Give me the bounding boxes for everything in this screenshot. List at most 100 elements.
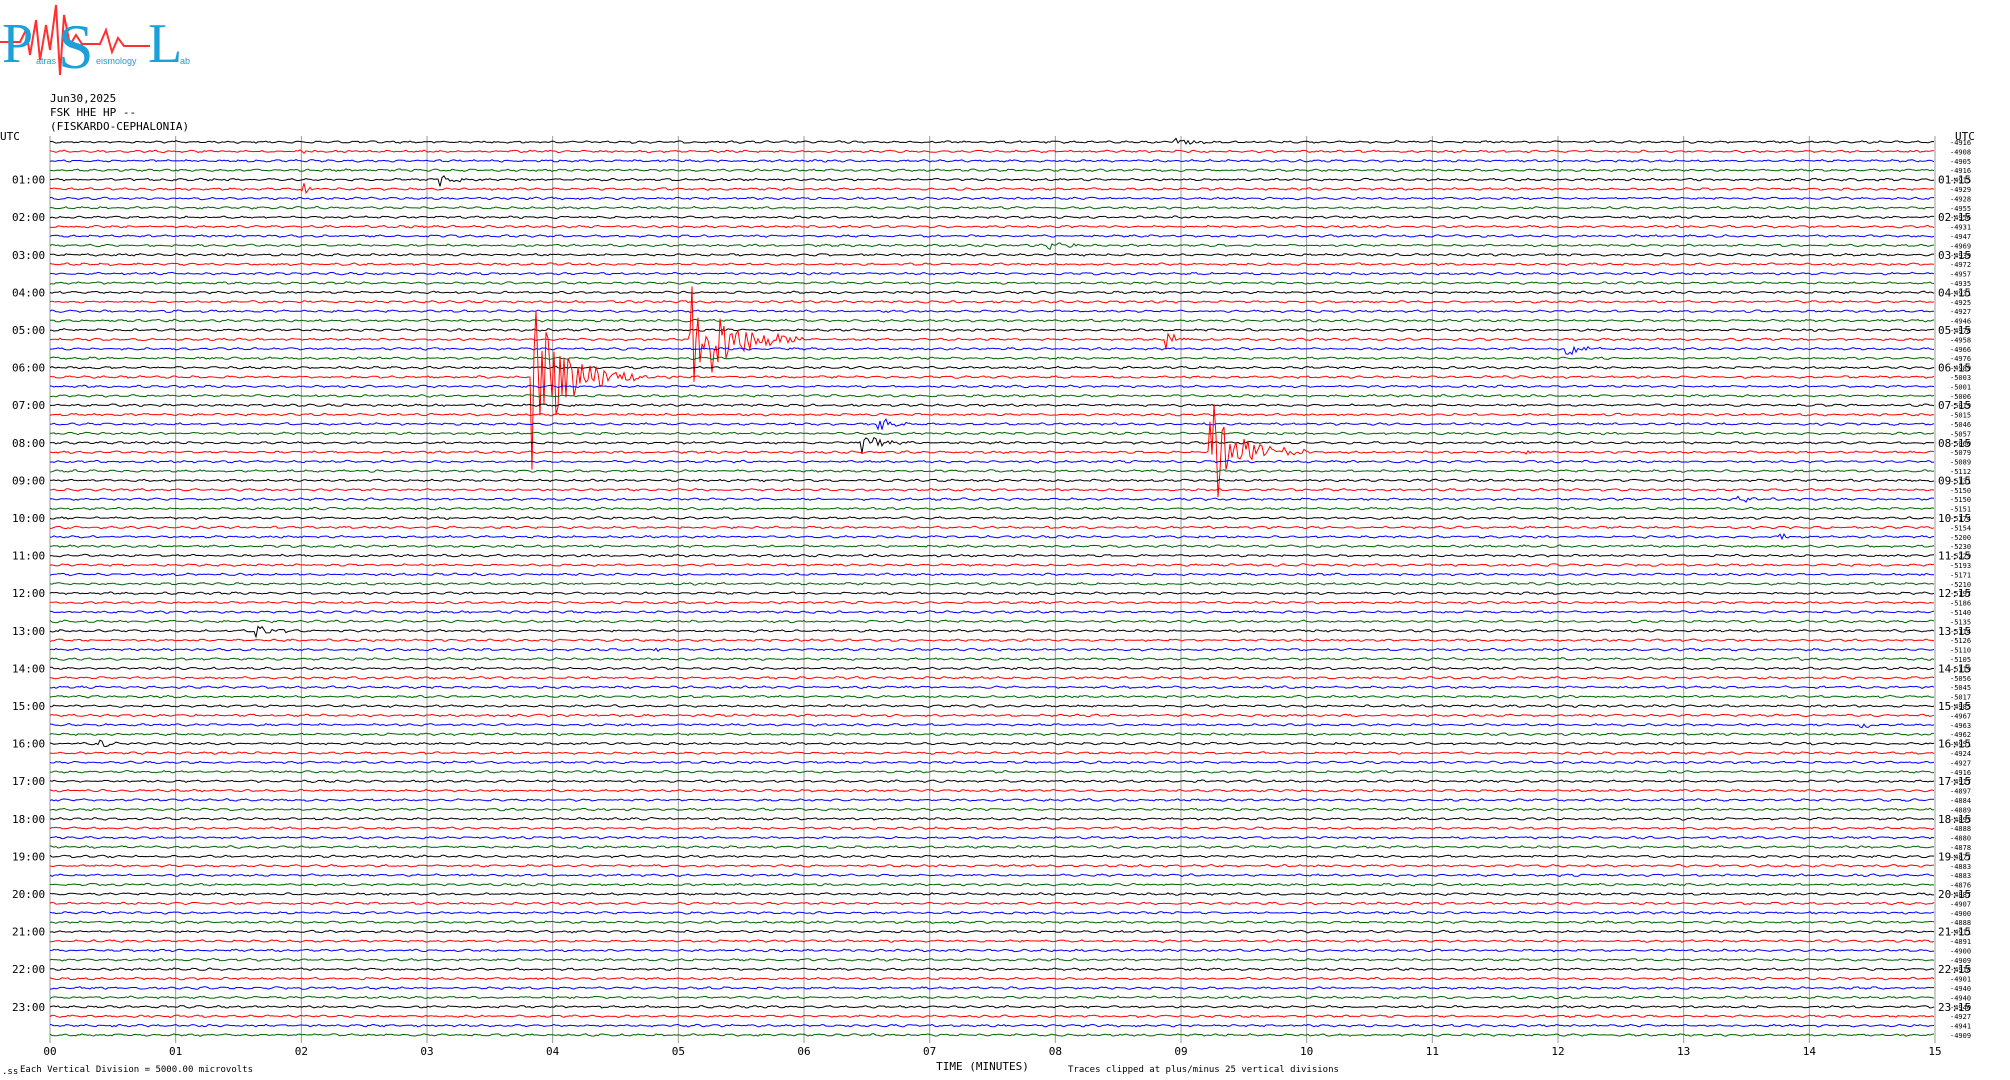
trace-offset-label: -4962 bbox=[1950, 731, 1971, 739]
trace-line bbox=[49, 262, 1935, 267]
right-hour-label: 09:15 bbox=[1938, 474, 1971, 487]
trace-line bbox=[49, 591, 1935, 596]
trace-offset-label: -4908 bbox=[1950, 148, 1971, 156]
trace-offset-label: -4891 bbox=[1950, 938, 1971, 946]
trace-offset-label: -4909 bbox=[1950, 957, 1971, 965]
trace-offset-label: -4940 bbox=[1950, 985, 1971, 993]
trace-line bbox=[49, 807, 1934, 812]
trace-offset-label: -4925 bbox=[1950, 299, 1971, 307]
trace-line bbox=[49, 469, 1935, 473]
trace-line bbox=[49, 553, 1935, 558]
right-hour-label: 14:15 bbox=[1938, 662, 1971, 675]
trace-offset-label: -4878 bbox=[1950, 844, 1971, 852]
trace-line bbox=[49, 310, 1935, 470]
trace-offset-label: -4888 bbox=[1950, 919, 1971, 927]
trace-offset-label: -5105 bbox=[1950, 656, 1971, 664]
trace-line bbox=[49, 234, 1935, 238]
right-hour-label: 11:15 bbox=[1938, 550, 1971, 563]
trace-offset-label: -4883 bbox=[1950, 863, 1971, 871]
trace-line bbox=[49, 309, 1934, 314]
trace-offset-label: -4939 bbox=[1950, 252, 1971, 260]
trace-offset-label: -4972 bbox=[1950, 261, 1971, 269]
trace-offset-label: -4940 bbox=[1950, 994, 1971, 1002]
x-tick-label: 14 bbox=[1803, 1045, 1817, 1058]
trace-offset-label: -4985 bbox=[1950, 703, 1971, 711]
x-tick-label: 15 bbox=[1928, 1045, 1941, 1058]
right-hour-label: 05:15 bbox=[1938, 324, 1971, 337]
header-channel: FSK HHE HP -- bbox=[50, 106, 137, 119]
left-hour-label: 20:00 bbox=[12, 888, 45, 901]
trace-line bbox=[49, 299, 1935, 304]
x-tick-label: 06 bbox=[797, 1045, 810, 1058]
trace-offset-label: -4941 bbox=[1950, 1023, 1971, 1031]
trace-line bbox=[49, 694, 1935, 699]
trace-line bbox=[49, 478, 1935, 483]
trace-line bbox=[49, 196, 1934, 201]
x-tick-label: 04 bbox=[546, 1045, 560, 1058]
trace-offset-label: -4883 bbox=[1950, 872, 1971, 880]
trace-offset-label: -5140 bbox=[1950, 609, 1971, 617]
trace-line bbox=[49, 638, 1935, 643]
trace-line bbox=[49, 675, 1935, 680]
trace-line bbox=[49, 393, 1935, 398]
trace-offset-label: -4967 bbox=[1950, 712, 1971, 720]
trace-line bbox=[49, 798, 1935, 802]
x-tick-label: 08 bbox=[1049, 1045, 1062, 1058]
trace-line bbox=[49, 1004, 1935, 1009]
trace-offset-label: -4957 bbox=[1950, 271, 1971, 279]
trace-line bbox=[50, 205, 1935, 210]
trace-offset-label: -5060 bbox=[1950, 440, 1971, 448]
trace-line bbox=[49, 412, 1935, 417]
x-tick-label: 05 bbox=[672, 1045, 685, 1058]
trace-offset-label: -5150 bbox=[1950, 496, 1971, 504]
trace-offset-label: -4951 bbox=[1950, 741, 1971, 749]
trace-line bbox=[49, 572, 1934, 577]
trace-line bbox=[49, 704, 1935, 708]
trace-line bbox=[49, 929, 1935, 934]
trace-offset-label: -4901 bbox=[1950, 976, 1971, 984]
trace-offset-label: -4880 bbox=[1950, 835, 1971, 843]
left-axis-label: UTC bbox=[0, 130, 20, 143]
trace-offset-label: -5001 bbox=[1950, 383, 1971, 391]
scale-note: Each Vertical Division = 5000.00 microvo… bbox=[20, 1065, 253, 1075]
trace-offset-label: -5046 bbox=[1950, 421, 1971, 429]
trace-line bbox=[49, 920, 1935, 925]
trace-offset-label: -5006 bbox=[1950, 393, 1971, 401]
trace-line bbox=[49, 854, 1935, 859]
trace-line bbox=[49, 495, 1935, 503]
trace-line bbox=[49, 384, 1935, 389]
trace-offset-label: -5079 bbox=[1950, 449, 1971, 457]
trace-offset-label: -5171 bbox=[1950, 571, 1971, 579]
trace-offset-label: -5150 bbox=[1950, 487, 1971, 495]
trace-line bbox=[49, 882, 1935, 887]
trace-line bbox=[49, 459, 1935, 464]
trace-offset-label: -5126 bbox=[1950, 637, 1971, 645]
trace-offset-label: -5056 bbox=[1950, 675, 1971, 683]
trace-offset-label: -4911 bbox=[1950, 929, 1971, 937]
left-hour-label: 19:00 bbox=[12, 850, 45, 863]
right-hour-label: 06:15 bbox=[1938, 362, 1971, 375]
trace-line bbox=[49, 286, 1935, 382]
trace-line bbox=[49, 957, 1935, 962]
x-tick-label: 09 bbox=[1174, 1045, 1187, 1058]
logo-word-1: atras bbox=[36, 56, 57, 66]
trace-offset-label: -5193 bbox=[1950, 562, 1971, 570]
right-hour-label: 07:15 bbox=[1938, 399, 1971, 412]
trace-offset-label: -4897 bbox=[1950, 788, 1971, 796]
corner-mark: .ss bbox=[2, 1067, 19, 1077]
trace-offset-label: -4916 bbox=[1950, 769, 1971, 777]
trace-line bbox=[49, 826, 1935, 831]
trace-line bbox=[49, 901, 1935, 906]
trace-offset-label: -4931 bbox=[1950, 289, 1971, 297]
trace-line bbox=[49, 995, 1935, 1000]
trace-offset-label: -5045 bbox=[1950, 684, 1971, 692]
left-hour-label: 15:00 bbox=[12, 700, 45, 713]
trace-line bbox=[49, 137, 1935, 145]
trace-line bbox=[49, 242, 1935, 251]
trace-line bbox=[49, 732, 1934, 737]
trace-offset-label: -5197 bbox=[1950, 590, 1971, 598]
trace-line bbox=[49, 779, 1935, 784]
x-tick-label: 02 bbox=[295, 1045, 308, 1058]
trace-line bbox=[49, 1014, 1935, 1019]
